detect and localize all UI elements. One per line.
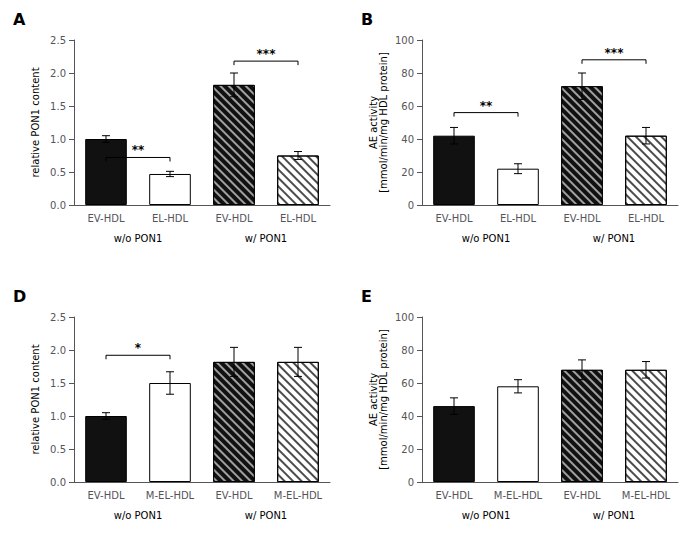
svg-text:80: 80 bbox=[401, 68, 414, 79]
svg-text:40: 40 bbox=[401, 134, 414, 145]
svg-text:w/ PON1: w/ PON1 bbox=[593, 510, 635, 521]
svg-text:EV-HDL: EV-HDL bbox=[564, 213, 601, 224]
svg-text:w/ PON1: w/ PON1 bbox=[245, 510, 287, 521]
svg-text:1.5: 1.5 bbox=[50, 378, 66, 389]
svg-text:EL-HDL: EL-HDL bbox=[628, 213, 665, 224]
svg-text:D: D bbox=[13, 287, 26, 306]
svg-text:AE activity: AE activity bbox=[367, 95, 379, 150]
svg-text:EV-HDL: EV-HDL bbox=[216, 490, 253, 501]
svg-text:w/o PON1: w/o PON1 bbox=[462, 233, 511, 244]
svg-text:0.5: 0.5 bbox=[50, 167, 66, 178]
svg-text:**: ** bbox=[480, 99, 493, 113]
svg-text:E: E bbox=[361, 287, 372, 306]
svg-text:relative PON1 content: relative PON1 content bbox=[30, 67, 41, 177]
svg-text:1.0: 1.0 bbox=[50, 134, 66, 145]
svg-text:EV-HDL: EV-HDL bbox=[88, 213, 125, 224]
svg-text:0.5: 0.5 bbox=[50, 444, 66, 455]
svg-text:w/o PON1: w/o PON1 bbox=[114, 510, 163, 521]
svg-text:***: *** bbox=[605, 46, 625, 60]
svg-text:2.5: 2.5 bbox=[50, 312, 66, 323]
svg-text:[mmol/min/mg HDL protein]: [mmol/min/mg HDL protein] bbox=[378, 329, 389, 470]
svg-text:40: 40 bbox=[401, 411, 414, 422]
svg-text:M-EL-HDL: M-EL-HDL bbox=[146, 490, 195, 501]
svg-text:0.0: 0.0 bbox=[50, 477, 66, 488]
svg-text:100: 100 bbox=[395, 35, 414, 46]
svg-text:AE activity: AE activity bbox=[367, 372, 379, 427]
svg-text:M-EL-HDL: M-EL-HDL bbox=[274, 490, 323, 501]
svg-text:20: 20 bbox=[401, 167, 414, 178]
svg-text:***: *** bbox=[257, 47, 277, 61]
svg-text:20: 20 bbox=[401, 444, 414, 455]
svg-text:B: B bbox=[361, 10, 373, 29]
svg-text:M-EL-HDL: M-EL-HDL bbox=[494, 490, 543, 501]
svg-text:1.5: 1.5 bbox=[50, 101, 66, 112]
svg-text:1.0: 1.0 bbox=[50, 411, 66, 422]
svg-text:2.0: 2.0 bbox=[50, 68, 66, 79]
svg-text:**: ** bbox=[132, 143, 145, 157]
svg-text:2.0: 2.0 bbox=[50, 345, 66, 356]
svg-text:0: 0 bbox=[408, 200, 414, 211]
svg-text:EV-HDL: EV-HDL bbox=[216, 213, 253, 224]
svg-text:80: 80 bbox=[401, 345, 414, 356]
svg-text:EV-HDL: EV-HDL bbox=[436, 213, 473, 224]
svg-text:EV-HDL: EV-HDL bbox=[88, 490, 125, 501]
svg-text:EL-HDL: EL-HDL bbox=[152, 213, 189, 224]
svg-text:[mmol/min/mg HDL protein]: [mmol/min/mg HDL protein] bbox=[378, 52, 389, 193]
svg-text:w/ PON1: w/ PON1 bbox=[245, 233, 287, 244]
svg-text:0: 0 bbox=[408, 477, 414, 488]
svg-text:w/o PON1: w/o PON1 bbox=[114, 233, 163, 244]
svg-text:60: 60 bbox=[401, 101, 414, 112]
svg-text:EV-HDL: EV-HDL bbox=[436, 490, 473, 501]
svg-text:2.5: 2.5 bbox=[50, 35, 66, 46]
svg-text:A: A bbox=[13, 10, 26, 29]
svg-text:w/ PON1: w/ PON1 bbox=[593, 233, 635, 244]
svg-text:*: * bbox=[135, 341, 142, 355]
svg-text:EL-HDL: EL-HDL bbox=[500, 213, 537, 224]
svg-text:w/o PON1: w/o PON1 bbox=[462, 510, 511, 521]
svg-text:EL-HDL: EL-HDL bbox=[280, 213, 317, 224]
svg-text:60: 60 bbox=[401, 378, 414, 389]
svg-text:relative PON1 content: relative PON1 content bbox=[30, 344, 41, 454]
svg-text:0.0: 0.0 bbox=[50, 200, 66, 211]
svg-text:100: 100 bbox=[395, 312, 414, 323]
svg-text:M-EL-HDL: M-EL-HDL bbox=[622, 490, 671, 501]
svg-text:EV-HDL: EV-HDL bbox=[564, 490, 601, 501]
